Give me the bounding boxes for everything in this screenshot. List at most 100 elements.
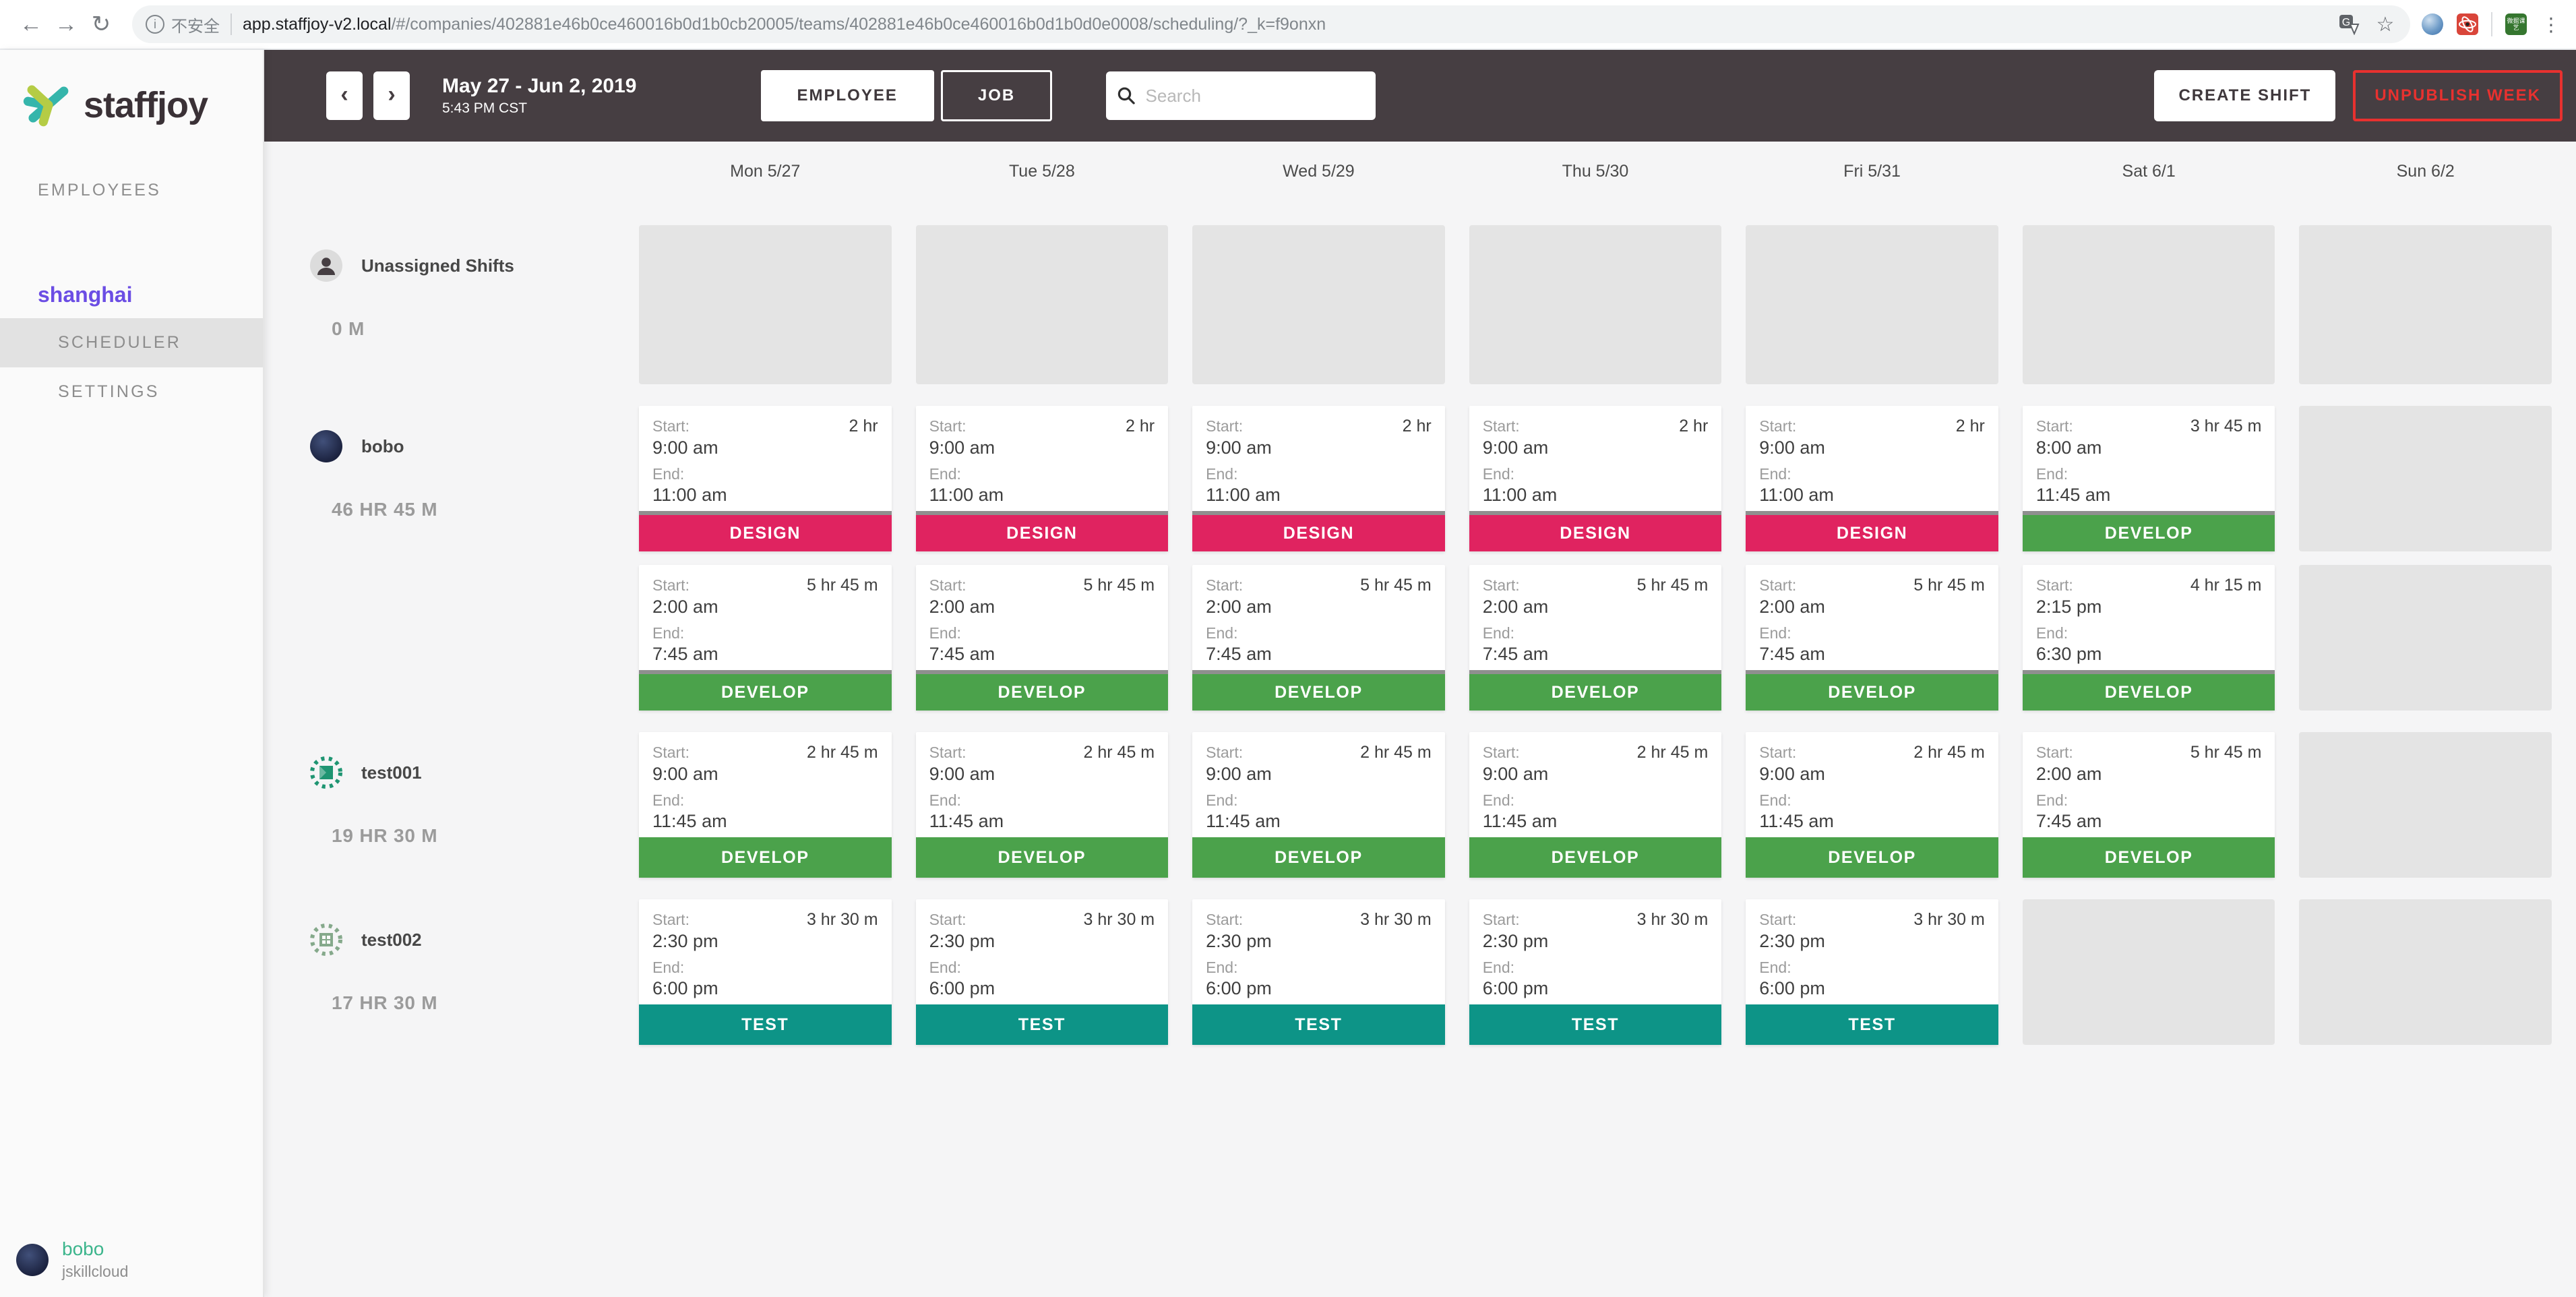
shift-info: Start: 2 hr 45 m 9:00 am End: 11:45 am xyxy=(639,732,892,837)
unpublish-week-button[interactable]: UNPUBLISH WEEK xyxy=(2353,70,2563,121)
shift-top-row: Start: 5 hr 45 m xyxy=(1483,576,1709,595)
shift-end-label: End: xyxy=(652,959,685,976)
day-cell xyxy=(2022,225,2275,384)
shift-start-time: 2:00 am xyxy=(1759,597,1825,617)
shift-card[interactable]: Start: 2 hr 45 m 9:00 am End: 11:45 am DEVELO… xyxy=(1469,732,1722,878)
unassigned-avatar-icon xyxy=(310,249,342,282)
shift-card[interactable]: Start: 5 hr 45 m 2:00 am End: 7:45 am DEVELOP xyxy=(639,565,892,711)
member-identity: bobo xyxy=(310,430,604,462)
day-cell: Start: 5 hr 45 m 2:00 am End: 7:45 am DEVELOP xyxy=(915,565,1169,711)
shift-info: Start: 2 hr 9:00 am End: 11:00 am xyxy=(916,406,1169,511)
empty-shift-slot[interactable] xyxy=(1469,225,1722,384)
shift-card[interactable]: Start: 3 hr 30 m 2:30 pm End: 6:00 pm TEST xyxy=(1469,899,1722,1045)
empty-shift-slot[interactable] xyxy=(2299,225,2552,384)
sidebar-item-employees[interactable]: EMPLOYEES xyxy=(38,181,162,200)
site-security[interactable]: i 不安全 xyxy=(146,13,220,36)
prev-week-button[interactable]: ‹ xyxy=(326,71,363,120)
shift-card[interactable]: Start: 3 hr 45 m 8:00 am End: 11:45 am DEVELO… xyxy=(2022,406,2275,551)
shift-top-row: Start: 2 hr xyxy=(1483,417,1709,436)
empty-shift-slot[interactable] xyxy=(2022,899,2275,1045)
empty-shift-slot[interactable] xyxy=(639,225,892,384)
shift-card[interactable]: Start: 4 hr 15 m 2:15 pm End: 6:30 pm DEVELOP xyxy=(2022,565,2275,711)
empty-shift-slot[interactable] xyxy=(2299,565,2552,711)
next-week-button[interactable]: › xyxy=(373,71,410,120)
shift-start-time: 2:30 pm xyxy=(1759,931,1825,951)
shift-job-banner: DEVELOP xyxy=(1192,837,1445,878)
shift-start-label: Start: xyxy=(1206,417,1244,435)
staffjoy-logo[interactable]: staffjoy xyxy=(0,50,263,131)
empty-shift-slot[interactable] xyxy=(1192,225,1445,384)
shift-info: Start: 2 hr 9:00 am End: 11:00 am xyxy=(1192,406,1445,511)
shift-card[interactable]: Start: 2 hr 45 m 9:00 am End: 11:45 am DEVELO… xyxy=(915,732,1169,878)
member-section: Unassigned Shifts 0 M xyxy=(264,225,2576,384)
shift-card[interactable]: Start: 2 hr 9:00 am End: 11:00 am DESIGN xyxy=(1469,406,1722,551)
shift-card[interactable]: Start: 3 hr 30 m 2:30 pm End: 6:00 pm TEST xyxy=(639,899,892,1045)
browser-forward-icon[interactable]: → xyxy=(55,11,78,37)
shift-end-label: End: xyxy=(1482,624,1515,642)
sidebar-item-settings[interactable]: SETTINGS xyxy=(58,382,160,401)
empty-shift-slot[interactable] xyxy=(2299,732,2552,878)
bookmark-star-icon[interactable]: ☆ xyxy=(2376,13,2395,36)
shift-duration: 3 hr 30 m xyxy=(1913,910,1985,929)
shift-card[interactable]: Start: 2 hr 45 m 9:00 am End: 11:45 am DEVELO… xyxy=(1746,732,1998,878)
create-shift-button[interactable]: CREATE SHIFT xyxy=(2154,70,2336,121)
search-input[interactable] xyxy=(1145,85,1366,107)
extension-red-atom-icon[interactable] xyxy=(2457,13,2478,35)
sidebar-user[interactable]: bobo jskillcloud xyxy=(16,1238,128,1281)
empty-shift-slot[interactable] xyxy=(2299,899,2552,1045)
day-cell xyxy=(2299,225,2552,384)
empty-shift-slot[interactable] xyxy=(1746,225,1998,384)
search-icon xyxy=(1117,87,1135,104)
url-host: app.staffjoy-v2.local xyxy=(243,14,392,34)
search-box[interactable] xyxy=(1106,71,1376,120)
shift-start-label: Start: xyxy=(929,576,967,594)
translate-icon[interactable]: G xyxy=(2337,13,2360,36)
sidebar-item-scheduler[interactable]: SCHEDULER xyxy=(0,318,263,367)
empty-shift-slot[interactable] xyxy=(915,225,1169,384)
shift-card[interactable]: Start: 2 hr 45 m 9:00 am End: 11:45 am DEVELO… xyxy=(639,732,892,878)
shift-card[interactable]: Start: 2 hr 45 m 9:00 am End: 11:45 am DEVELO… xyxy=(1192,732,1445,878)
shift-card[interactable]: Start: 3 hr 30 m 2:30 pm End: 6:00 pm TEST xyxy=(915,899,1169,1045)
shift-duration: 5 hr 45 m xyxy=(1360,576,1432,595)
shift-card[interactable]: Start: 2 hr 9:00 am End: 11:00 am DESIGN xyxy=(1192,406,1445,551)
shift-end-time: 11:45 am xyxy=(1206,811,1281,831)
shift-start-time: 2:30 pm xyxy=(652,931,718,951)
empty-shift-slot[interactable] xyxy=(2022,225,2275,384)
shift-card[interactable]: Start: 5 hr 45 m 2:00 am End: 7:45 am DEVELOP xyxy=(1469,565,1722,711)
shift-top-row: Start: 3 hr 30 m xyxy=(1483,910,1709,930)
address-bar[interactable]: i 不安全 app.staffjoy-v2.local/#/companies/… xyxy=(132,5,2410,43)
shift-card[interactable]: Start: 5 hr 45 m 2:00 am End: 7:45 am DEVELOP xyxy=(915,565,1169,711)
schedule-content: Mon 5/27 Tue 5/28 Wed 5/29 Thu 5/30 Fri 5/31… xyxy=(264,142,2576,1297)
shift-top-row: Start: 2 hr 45 m xyxy=(1206,743,1432,762)
extension-blue-icon[interactable] xyxy=(2422,13,2443,35)
shift-card[interactable]: Start: 2 hr 9:00 am End: 11:00 am DESIGN xyxy=(1746,406,1998,551)
toolbar-divider xyxy=(2491,12,2492,36)
shift-card[interactable]: Start: 5 hr 45 m 2:00 am End: 7:45 am DEVELOP xyxy=(1746,565,1998,711)
shift-start-time: 9:00 am xyxy=(1482,438,1549,458)
member-identity: Unassigned Shifts xyxy=(310,249,604,282)
browser-reload-icon[interactable]: ↻ xyxy=(91,11,111,37)
shift-info: Start: 3 hr 30 m 2:30 pm End: 6:00 pm xyxy=(1469,899,1722,1004)
sidebar-team-name[interactable]: shanghai xyxy=(38,282,133,307)
browser-back-icon[interactable]: ← xyxy=(20,11,42,37)
shift-top-row: Start: 4 hr 15 m xyxy=(2036,576,2262,595)
shift-job-banner: DESIGN xyxy=(1469,511,1722,551)
shift-card[interactable]: Start: 3 hr 30 m 2:30 pm End: 6:00 pm TEST xyxy=(1746,899,1998,1045)
shift-duration: 2 hr 45 m xyxy=(1636,743,1709,762)
shift-card[interactable]: Start: 3 hr 30 m 2:30 pm End: 6:00 pm TEST xyxy=(1192,899,1445,1045)
member-cell: bobo 46 HR 45 M xyxy=(264,406,615,711)
shift-card[interactable]: Start: 5 hr 45 m 2:00 am End: 7:45 am DEVELOP xyxy=(2022,732,2275,878)
day-cell: Start: 5 hr 45 m 2:00 am End: 7:45 am DEVELOP xyxy=(1192,565,1445,711)
extension-green-seal-icon[interactable]: 微掘课艺 xyxy=(2505,13,2527,35)
shift-start-label: Start: xyxy=(2035,576,2073,594)
empty-shift-slot[interactable] xyxy=(2299,406,2552,551)
day-cell: Start: 2 hr 45 m 9:00 am End: 11:45 am DEVELO… xyxy=(1469,732,1722,878)
job-view-button[interactable]: JOB xyxy=(940,70,1053,121)
shift-card[interactable]: Start: 5 hr 45 m 2:00 am End: 7:45 am DEVELOP xyxy=(1192,565,1445,711)
shift-card[interactable]: Start: 2 hr 9:00 am End: 11:00 am DESIGN xyxy=(639,406,892,551)
employee-view-button[interactable]: EMPLOYEE xyxy=(760,70,934,121)
browser-menu-kebab-icon[interactable]: ⋮ xyxy=(2542,13,2560,35)
shift-card[interactable]: Start: 2 hr 9:00 am End: 11:00 am DESIGN xyxy=(915,406,1169,551)
shift-start-label: Start: xyxy=(652,417,689,435)
shift-end-time: 11:45 am xyxy=(652,811,727,831)
